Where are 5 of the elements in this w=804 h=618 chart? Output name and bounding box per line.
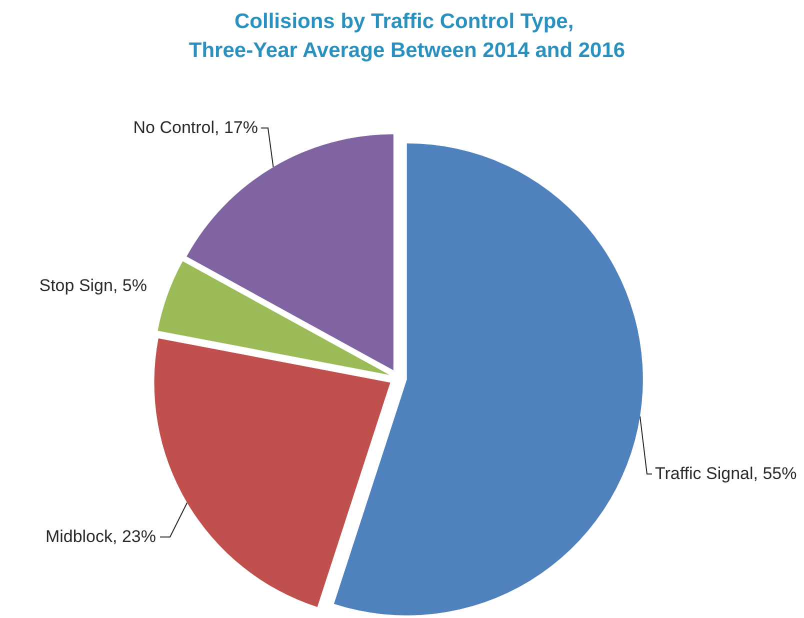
chart-title: Collisions by Traffic Control Type, Three-Year Average Between 2014 and 2016: [188, 10, 626, 62]
slice-label: Traffic Signal, 55%: [655, 463, 797, 485]
slice-label: No Control, 17%: [133, 117, 258, 139]
slice-label: Midblock, 23%: [45, 526, 156, 548]
slice-label: Stop Sign, 5%: [39, 275, 147, 297]
